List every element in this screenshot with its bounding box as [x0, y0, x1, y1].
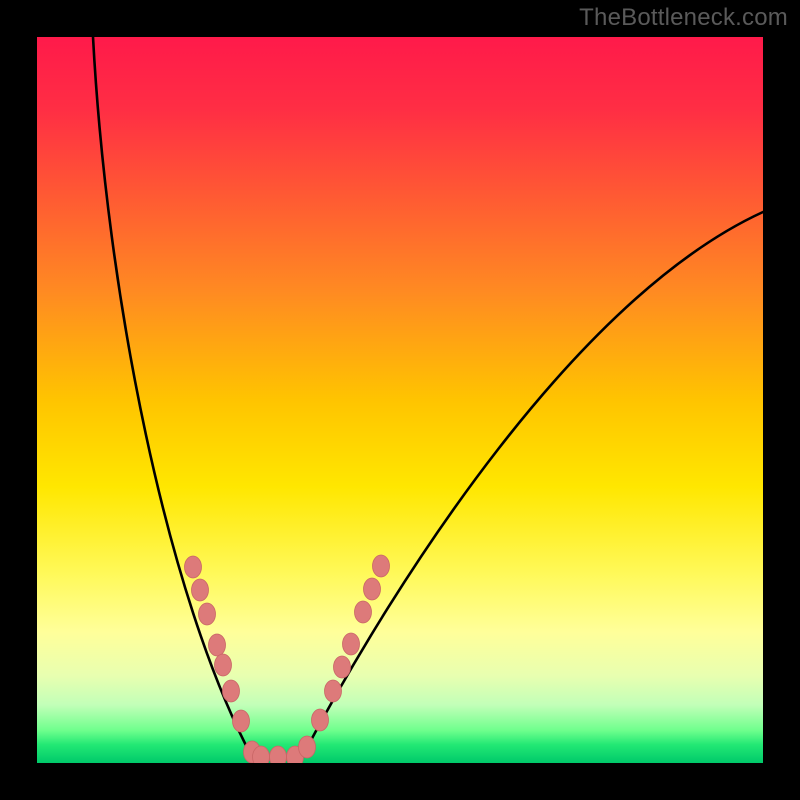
watermark-text: TheBottleneck.com [579, 4, 788, 32]
marker-point [355, 601, 372, 623]
marker-point [373, 555, 390, 577]
marker-point [270, 746, 287, 763]
marker-point [325, 680, 342, 702]
marker-point [312, 709, 329, 731]
marker-point [233, 710, 250, 732]
marker-point [215, 654, 232, 676]
marker-point [209, 634, 226, 656]
marker-point [185, 556, 202, 578]
marker-point [364, 578, 381, 600]
figure-root: TheBottleneck.com [0, 0, 800, 800]
marker-point [299, 736, 316, 758]
chart-svg [37, 37, 763, 763]
marker-point [253, 746, 270, 763]
plot-area [37, 37, 763, 763]
gradient-background [37, 37, 763, 763]
marker-point [192, 579, 209, 601]
marker-point [223, 680, 240, 702]
marker-point [343, 633, 360, 655]
marker-point [199, 603, 216, 625]
marker-point [334, 656, 351, 678]
